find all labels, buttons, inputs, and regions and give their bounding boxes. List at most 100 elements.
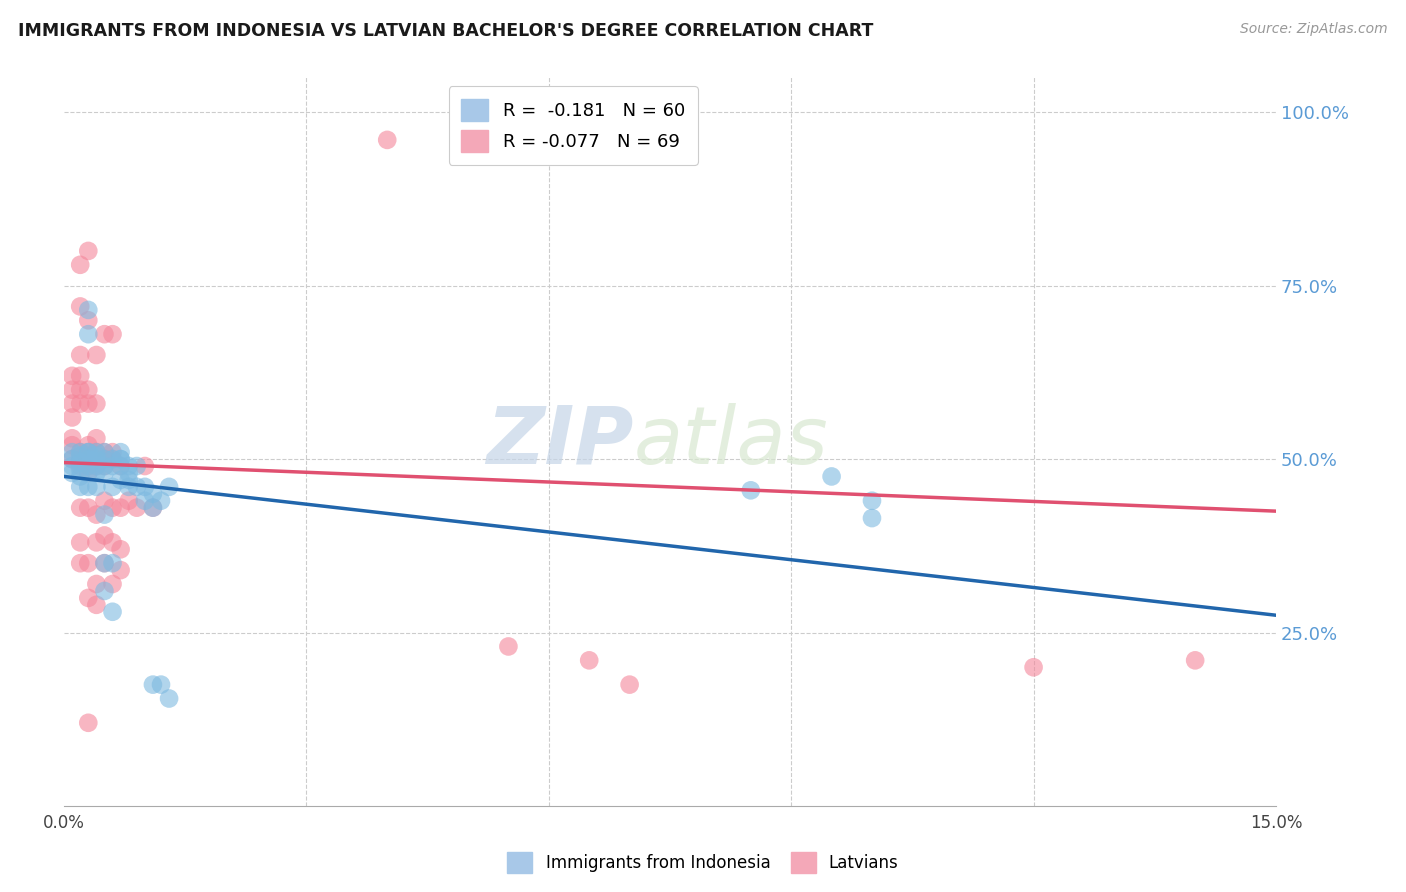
- Point: [101, 500, 124, 515]
- Point: [69, 462, 91, 476]
- Point: [101, 556, 124, 570]
- Point: [77, 458, 100, 473]
- Point: [93, 528, 115, 542]
- Point: [125, 480, 148, 494]
- Point: [619, 678, 641, 692]
- Point: [69, 348, 91, 362]
- Point: [93, 556, 115, 570]
- Point: [110, 542, 132, 557]
- Point: [93, 556, 115, 570]
- Point: [69, 469, 91, 483]
- Point: [60, 458, 83, 473]
- Point: [77, 452, 100, 467]
- Point: [69, 445, 91, 459]
- Point: [101, 327, 124, 342]
- Point: [69, 452, 91, 467]
- Point: [77, 466, 100, 480]
- Point: [69, 456, 91, 470]
- Point: [134, 493, 156, 508]
- Point: [101, 452, 124, 467]
- Point: [150, 493, 173, 508]
- Point: [86, 396, 108, 410]
- Point: [60, 410, 83, 425]
- Point: [93, 327, 115, 342]
- Point: [60, 438, 83, 452]
- Point: [1022, 660, 1045, 674]
- Point: [60, 452, 83, 467]
- Point: [69, 458, 91, 473]
- Point: [101, 535, 124, 549]
- Point: [77, 383, 100, 397]
- Point: [86, 445, 108, 459]
- Point: [77, 313, 100, 327]
- Point: [77, 480, 100, 494]
- Point: [77, 452, 100, 467]
- Point: [134, 458, 156, 473]
- Point: [101, 577, 124, 591]
- Point: [118, 458, 141, 473]
- Point: [69, 449, 91, 463]
- Point: [93, 445, 115, 459]
- Point: [110, 458, 132, 473]
- Point: [101, 480, 124, 494]
- Point: [69, 445, 91, 459]
- Point: [77, 445, 100, 459]
- Point: [60, 396, 83, 410]
- Point: [60, 431, 83, 445]
- Point: [157, 691, 180, 706]
- Point: [142, 500, 165, 515]
- Point: [77, 500, 100, 515]
- Point: [86, 458, 108, 473]
- Point: [110, 500, 132, 515]
- Point: [86, 577, 108, 591]
- Point: [86, 466, 108, 480]
- Point: [110, 563, 132, 577]
- Legend: Immigrants from Indonesia, Latvians: Immigrants from Indonesia, Latvians: [501, 846, 905, 880]
- Point: [77, 466, 100, 480]
- Text: Source: ZipAtlas.com: Source: ZipAtlas.com: [1240, 22, 1388, 37]
- Point: [150, 678, 173, 692]
- Text: ZIP: ZIP: [486, 403, 634, 481]
- Point: [86, 348, 108, 362]
- Point: [77, 458, 100, 473]
- Point: [101, 452, 124, 467]
- Point: [77, 445, 100, 459]
- Point: [1184, 653, 1206, 667]
- Point: [860, 511, 883, 525]
- Point: [69, 300, 91, 314]
- Point: [110, 458, 132, 473]
- Point: [93, 458, 115, 473]
- Point: [578, 653, 600, 667]
- Point: [142, 487, 165, 501]
- Point: [157, 480, 180, 494]
- Point: [93, 458, 115, 473]
- Point: [60, 452, 83, 467]
- Point: [110, 445, 132, 459]
- Point: [142, 678, 165, 692]
- Point: [77, 715, 100, 730]
- Point: [118, 480, 141, 494]
- Point: [69, 500, 91, 515]
- Point: [86, 431, 108, 445]
- Point: [86, 458, 108, 473]
- Point: [118, 493, 141, 508]
- Point: [77, 438, 100, 452]
- Point: [77, 244, 100, 258]
- Point: [60, 383, 83, 397]
- Point: [820, 469, 842, 483]
- Point: [125, 500, 148, 515]
- Point: [77, 591, 100, 605]
- Point: [77, 445, 100, 459]
- Point: [93, 452, 115, 467]
- Point: [93, 583, 115, 598]
- Point: [77, 556, 100, 570]
- Point: [86, 452, 108, 467]
- Point: [860, 493, 883, 508]
- Text: atlas: atlas: [634, 403, 828, 481]
- Legend: R =  -0.181   N = 60, R = -0.077   N = 69: R = -0.181 N = 60, R = -0.077 N = 69: [449, 87, 697, 165]
- Point: [101, 605, 124, 619]
- Point: [69, 556, 91, 570]
- Point: [77, 327, 100, 342]
- Point: [86, 480, 108, 494]
- Point: [93, 508, 115, 522]
